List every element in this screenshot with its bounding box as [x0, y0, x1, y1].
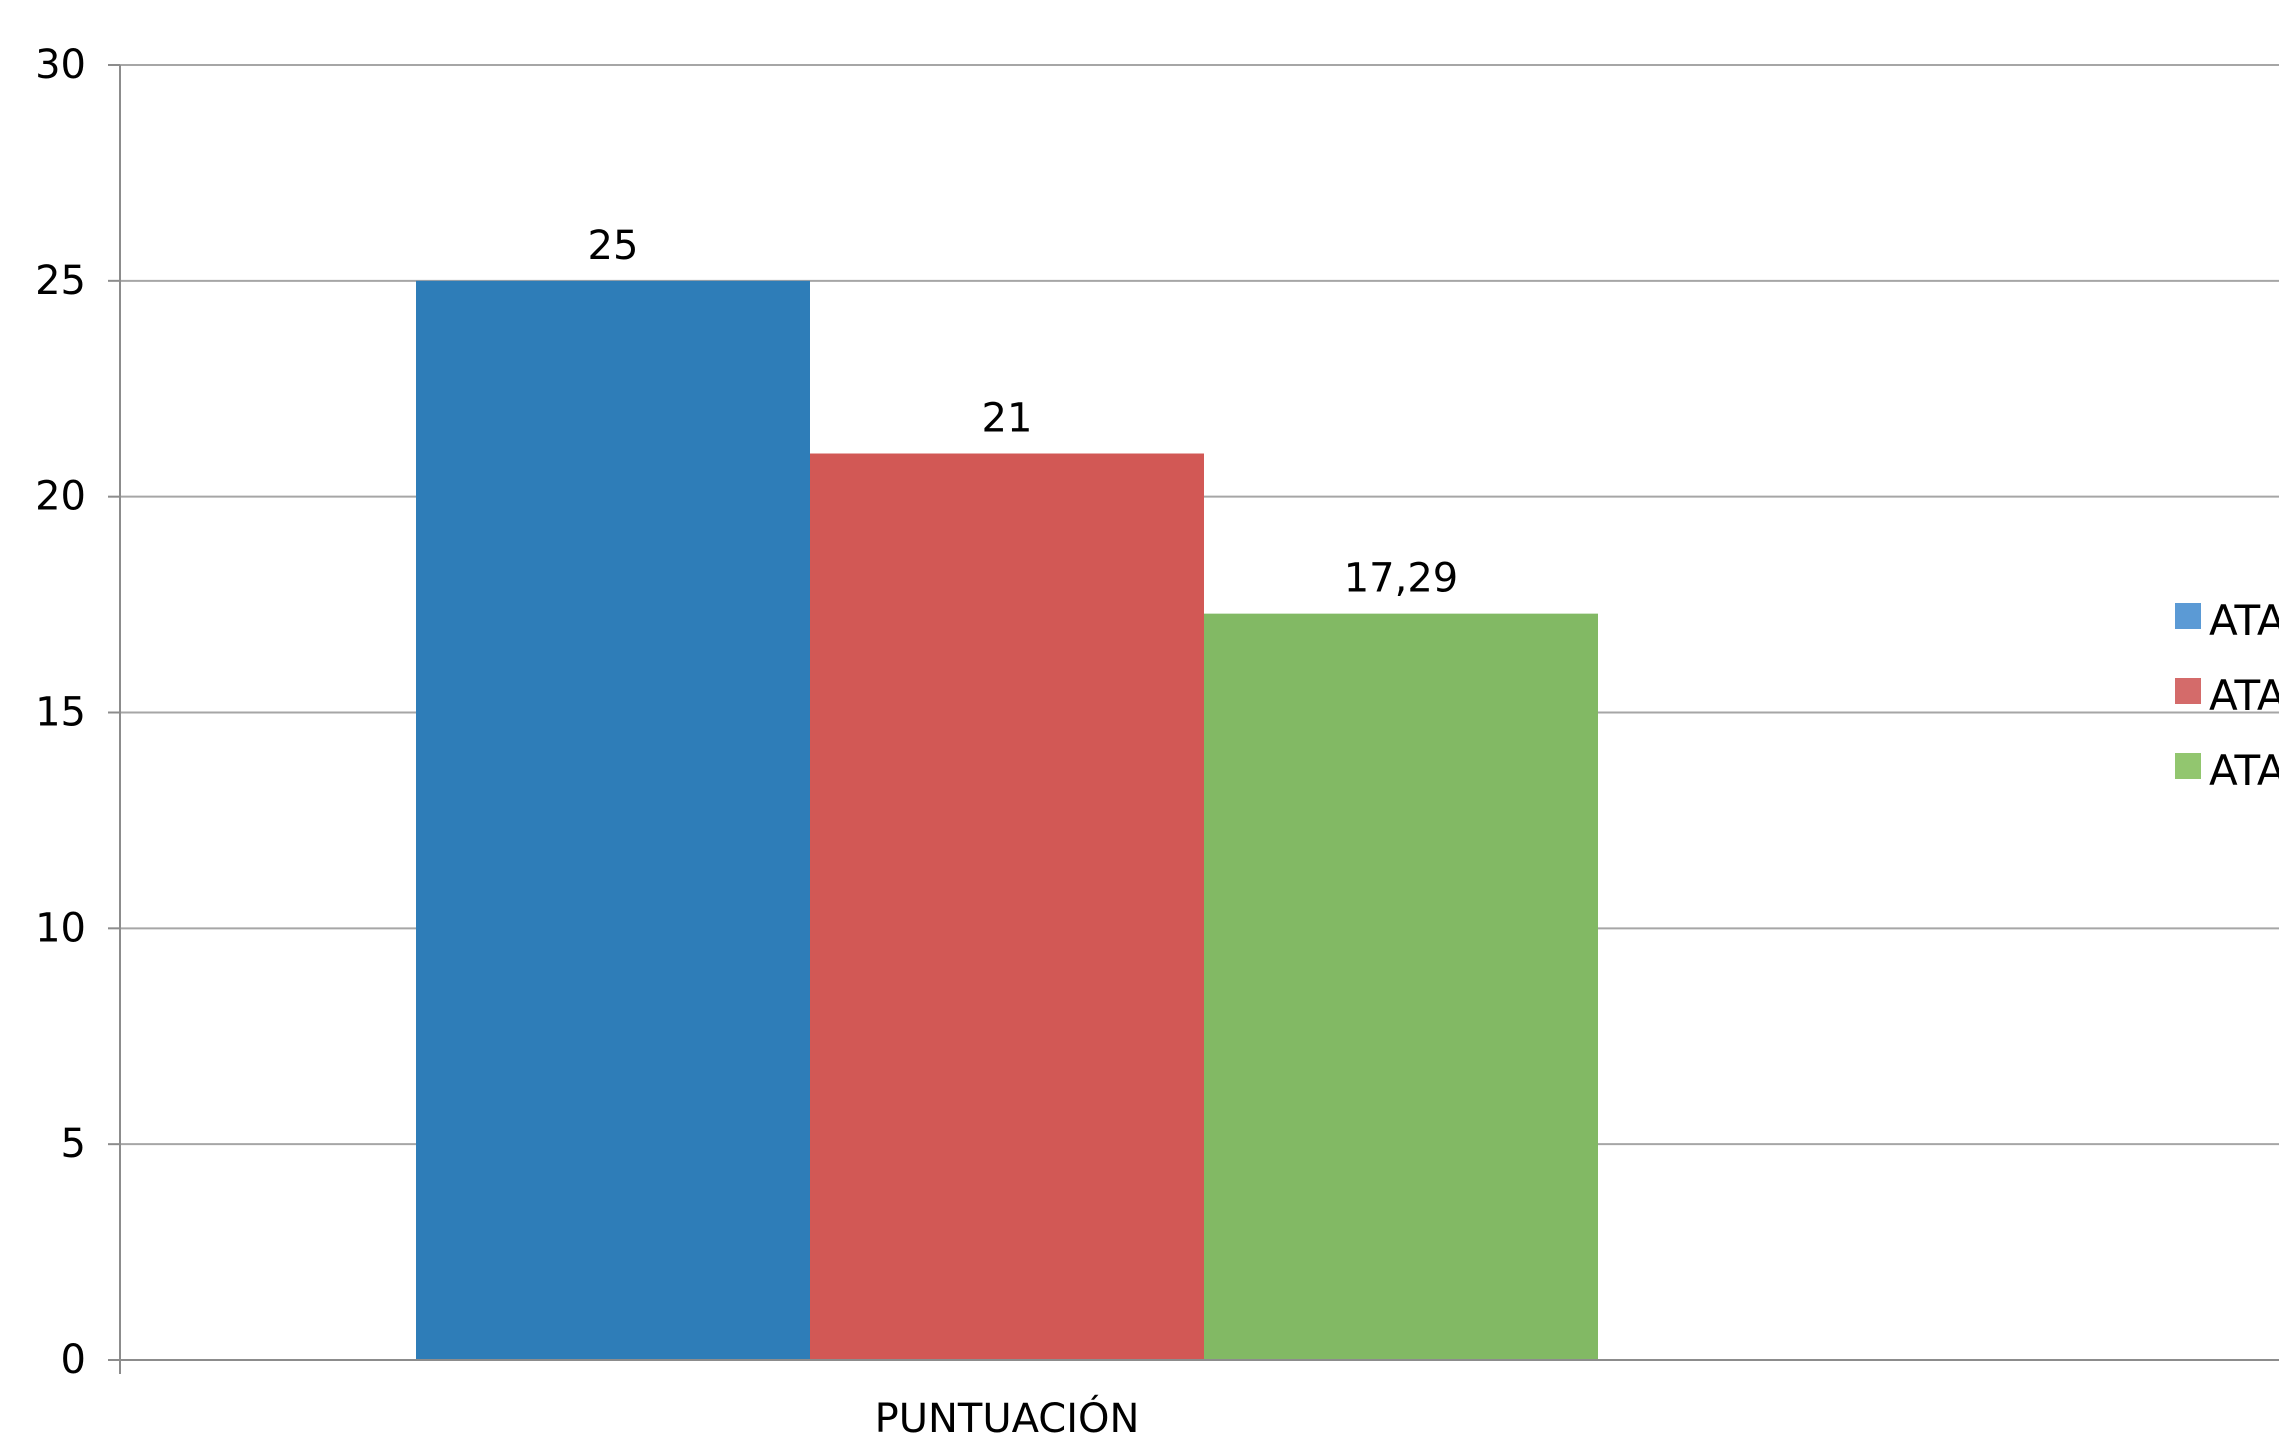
bar — [810, 453, 1204, 1360]
y-tick-label: 0 — [61, 1337, 86, 1383]
data-label: 17,29 — [1344, 556, 1459, 602]
data-label: 21 — [982, 396, 1033, 442]
x-axis: PUNTUACIÓN — [120, 1359, 2279, 1435]
legend-swatch — [2175, 753, 2201, 779]
y-tick-label: 10 — [35, 905, 86, 951]
bar — [416, 280, 810, 1360]
legend-swatch — [2175, 603, 2201, 629]
y-tick-label: 25 — [35, 258, 86, 304]
legend-swatch — [2175, 678, 2201, 704]
y-tick-label: 30 — [35, 42, 86, 88]
data-labels: 25 21 17,29 — [588, 223, 1459, 602]
legend-label: ATA — [2209, 746, 2279, 795]
legend-label: ATA — [2209, 596, 2279, 645]
x-tick-label: PUNTUACIÓN — [875, 1394, 1140, 1435]
y-tick-label: 5 — [61, 1121, 86, 1167]
legend: ATA ATA ATA — [2175, 596, 2279, 795]
y-tick-label: 20 — [35, 474, 86, 520]
y-axis: 0 5 10 15 20 25 30 — [35, 42, 121, 1383]
bar — [1204, 613, 1598, 1360]
bars — [416, 280, 1598, 1360]
legend-label: ATA — [2209, 671, 2279, 720]
y-tick-label: 15 — [35, 690, 86, 736]
data-label: 25 — [588, 223, 639, 269]
